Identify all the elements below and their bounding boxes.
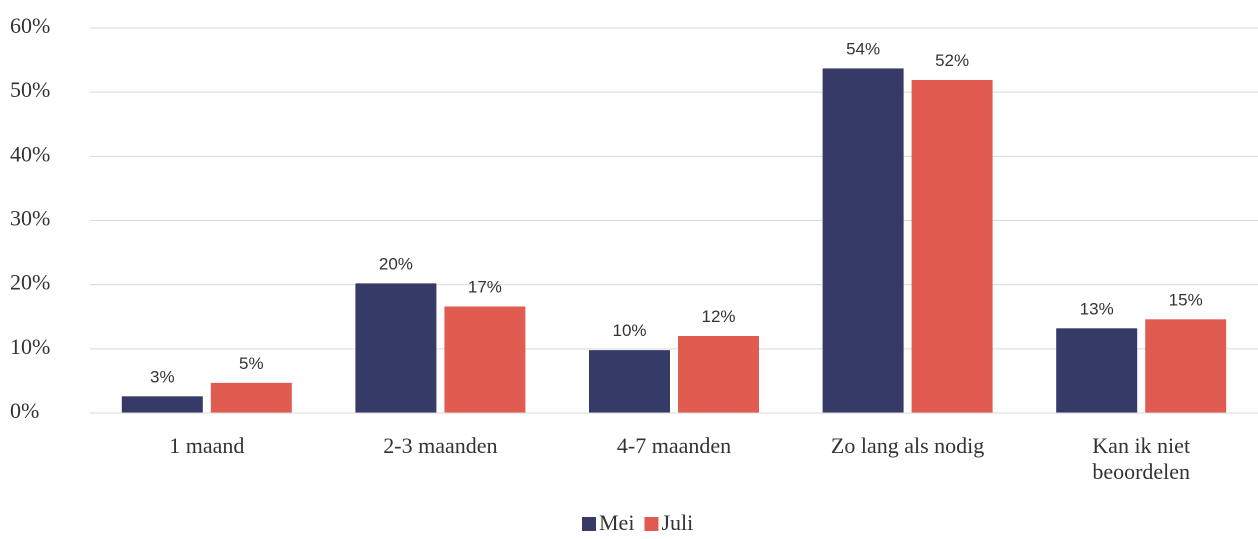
- bar: [911, 79, 993, 413]
- bar: [210, 382, 292, 413]
- data-label: 5%: [239, 354, 264, 373]
- bar: [589, 350, 670, 413]
- data-label: 13%: [1080, 299, 1114, 318]
- x-tick-label: Zo lang als nodig: [830, 433, 985, 458]
- data-label: 15%: [1169, 290, 1203, 309]
- data-label: 17%: [468, 277, 502, 296]
- x-tick-label: Kan ik niet beoordelen: [1092, 433, 1191, 484]
- data-label: 3%: [150, 367, 175, 386]
- bar: [355, 283, 437, 413]
- bar: [444, 306, 526, 413]
- y-tick-label: 10%: [10, 334, 50, 359]
- x-tick-label: 4-7 maanden: [616, 433, 732, 458]
- y-tick-label: 60%: [10, 13, 50, 38]
- data-label: 54%: [846, 39, 880, 58]
- y-tick-label: 50%: [10, 77, 50, 102]
- legend-label: Mei: [599, 510, 634, 535]
- data-label: 20%: [379, 254, 413, 273]
- data-label: 52%: [935, 51, 969, 70]
- legend-label: Juli: [661, 510, 693, 535]
- bar: [678, 336, 759, 413]
- legend-swatch: [644, 517, 659, 531]
- x-tick-label: 1 maand: [169, 433, 245, 458]
- y-tick-label: 30%: [10, 206, 50, 231]
- bar: [822, 68, 904, 414]
- data-label: 10%: [612, 321, 646, 340]
- bar: [1056, 328, 1138, 413]
- x-tick-label: 2-3 maanden: [383, 433, 498, 458]
- bar: [121, 396, 203, 413]
- legend-swatch: [582, 517, 596, 531]
- y-tick-label: 40%: [10, 141, 50, 166]
- bar: [1145, 319, 1227, 413]
- data-label: 12%: [701, 307, 735, 326]
- y-tick-label: 20%: [10, 270, 50, 295]
- y-tick-label: 0%: [10, 398, 39, 423]
